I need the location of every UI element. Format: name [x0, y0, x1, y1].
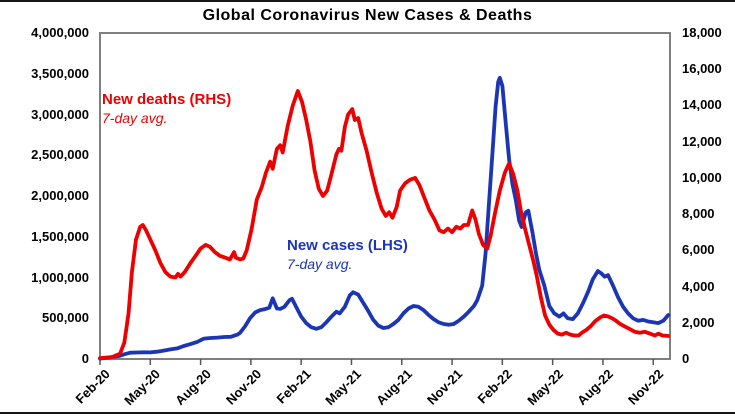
y-axis-label-right: 16,000	[682, 61, 722, 77]
plot-border	[99, 32, 671, 360]
y-axis-label-left: 3,000,000	[31, 106, 89, 122]
y-axis-label-left: 3,500,000	[31, 65, 89, 81]
y-axis-label-right: 18,000	[682, 25, 722, 40]
new-deaths-line	[98, 89, 671, 361]
y-axis-label-left: 4,000,000	[31, 25, 89, 40]
y-axis-label-left: 1,000,000	[31, 269, 89, 285]
deaths-series-label-title: New deaths (RHS)	[102, 91, 232, 108]
y-axis-label-right: 2,000	[682, 314, 715, 330]
deaths-series-label-subtitle: 7-day avg.	[102, 110, 168, 126]
chart-title: Global Coronavirus New Cases & Deaths	[202, 7, 533, 24]
y-axis-label-left: 2,000,000	[31, 188, 89, 203]
cases-series-label-title: New cases (LHS)	[287, 237, 408, 254]
new-cases-line	[98, 75, 671, 361]
bottom-rule	[0, 412, 735, 414]
y-axis-label-right: 12,000	[682, 133, 722, 149]
y-axis-label-right: 0	[682, 351, 690, 366]
y-axis-label-right: 10,000	[682, 169, 722, 185]
y-axis-label-right: 8,000	[682, 206, 715, 222]
y-axis-label-left: 500,000	[42, 310, 89, 326]
y-axis-label-left: 0	[81, 351, 89, 366]
cases-series-label-subtitle: 7-day avg.	[287, 256, 353, 272]
y-axis-label-left: 1,500,000	[31, 228, 89, 244]
top-rule	[0, 0, 735, 2]
y-axis-label-right: 4,000	[682, 278, 715, 294]
y-axis-label-right: 6,000	[682, 242, 715, 258]
deaths-series-label: New deaths (RHS) 7-day avg.	[102, 90, 231, 128]
cases-series-label: New cases (LHS) 7-day avg.	[287, 236, 408, 274]
y-axis-label-right: 14,000	[682, 97, 722, 113]
y-axis-label-left: 2,500,000	[31, 147, 89, 163]
